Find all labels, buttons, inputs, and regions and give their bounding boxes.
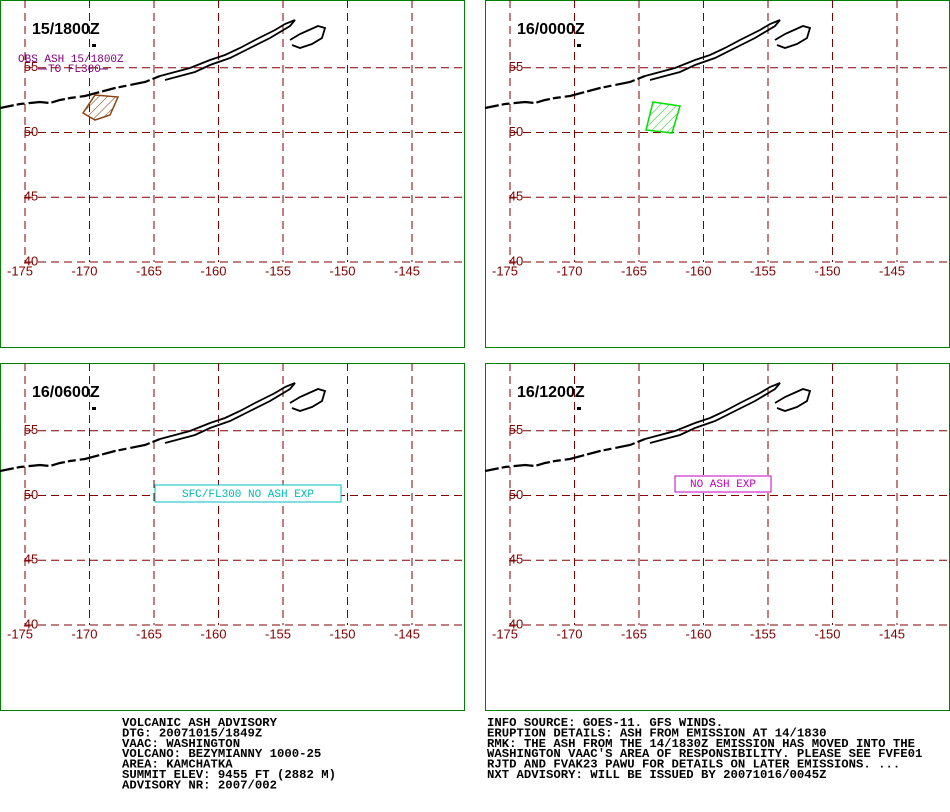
annotation: SFC/FL300 NO ASH EXP: [182, 489, 314, 501]
lat-label: 50: [24, 487, 38, 502]
info-line: ADVISORY NR: 2007/002: [122, 778, 277, 792]
panel-title: 16/0600Z: [32, 384, 100, 401]
lon-label: -175: [492, 263, 518, 278]
lon-label: -175: [7, 626, 33, 641]
lon-label: -165: [136, 626, 162, 641]
panel-title: 15/1800Z: [32, 21, 100, 38]
lat-label: 45: [24, 189, 38, 204]
lon-label: -170: [556, 626, 582, 641]
info-line: NXT ADVISORY: WILL BE ISSUED BY 20071016…: [487, 768, 826, 782]
annotation-box: [674, 475, 772, 493]
lat-label: 40: [24, 253, 38, 268]
info-line: INFO SOURCE: GOES-11. GFS WINDS.: [487, 716, 723, 730]
lon-label: -145: [394, 626, 420, 641]
info-line: DTG: 20071015/1849Z: [122, 726, 262, 740]
lon-label: -150: [329, 626, 355, 641]
info-line: AREA: KAMCHATKA: [122, 758, 233, 772]
annotation-box: [154, 484, 342, 503]
lat-label: 55: [24, 422, 38, 437]
lat-label: 50: [24, 124, 38, 139]
panel-border: [0, 0, 465, 348]
lon-label: -145: [879, 626, 905, 641]
ash-area: [645, 101, 681, 134]
lon-label: -150: [814, 626, 840, 641]
lon-label: -165: [136, 263, 162, 278]
lat-label: 45: [509, 552, 523, 567]
info-line: WASHINGTON VAAC'S AREA OF RESPONSIBILITY…: [487, 747, 922, 761]
ash-area: [81, 94, 120, 121]
info-line: VAAC: WASHINGTON: [122, 737, 240, 751]
lat-label: 50: [509, 124, 523, 139]
lon-label: -160: [200, 626, 226, 641]
lon-label: -145: [394, 263, 420, 278]
lon-label: -155: [265, 626, 291, 641]
lon-label: -175: [492, 626, 518, 641]
info-line: ERUPTION DETAILS: ASH FROM EMISSION AT 1…: [487, 726, 826, 740]
info-line: VOLCANIC ASH ADVISORY: [122, 716, 278, 730]
panel-title: 16/1200Z: [517, 384, 585, 401]
lat-label: 45: [509, 189, 523, 204]
lon-label: -145: [879, 263, 905, 278]
lat-label: 40: [24, 616, 38, 631]
lon-label: -175: [7, 263, 33, 278]
lat-label: 55: [509, 422, 523, 437]
lat-label: 45: [24, 552, 38, 567]
map-panel: 55 50 45 40-175 -170 -165 -160 -155 -150 -145 16/1…: [483, 363, 950, 711]
panel-border: [0, 363, 465, 711]
lon-label: -160: [685, 263, 711, 278]
lon-label: -160: [200, 263, 226, 278]
info-line: RMK: THE ASH FROM THE 14/1830Z EMISSION …: [487, 737, 915, 751]
panel-border: [485, 363, 950, 711]
lat-label: 40: [509, 253, 523, 268]
lon-label: -170: [71, 626, 97, 641]
annotation: OBS ASH 15/1800Z: [18, 54, 124, 66]
lon-label: -170: [556, 263, 582, 278]
lon-label: -155: [265, 263, 291, 278]
panel-title: 16/0000Z: [517, 21, 585, 38]
lon-label: -150: [814, 263, 840, 278]
lat-label: 50: [509, 487, 523, 502]
lat-label: 55: [509, 59, 523, 74]
lon-label: -170: [71, 263, 97, 278]
map-panel: 55 50 45 40-175 -170 -165 -160 -155 -150 -145 16/0…: [483, 0, 950, 348]
annotation: TO FL300: [48, 64, 101, 76]
lat-label: 55: [24, 59, 38, 74]
lon-label: -155: [750, 263, 776, 278]
lon-label: -160: [685, 626, 711, 641]
info-line: SUMMIT ELEV: 9455 FT (2882 M): [122, 768, 336, 782]
lon-label: -150: [329, 263, 355, 278]
map-panel: 55 50 45 40-175 -170 -165 -160 -155 -150 -145 15/1…: [0, 0, 465, 348]
info-line: RJTD AND FVAK23 PAWU FOR DETAILS ON LATE…: [487, 758, 900, 772]
map-panel: 55 50 45 40-175 -170 -165 -160 -155 -150 -145 16/0…: [0, 363, 465, 711]
annotation: NO ASH EXP: [690, 479, 756, 491]
info-line: VOLCANO: BEZYMIANNY 1000-25: [122, 747, 321, 761]
panel-border: [485, 0, 950, 348]
lon-label: -155: [750, 626, 776, 641]
lat-label: 40: [509, 616, 523, 631]
lon-label: -165: [621, 263, 647, 278]
lon-label: -165: [621, 626, 647, 641]
